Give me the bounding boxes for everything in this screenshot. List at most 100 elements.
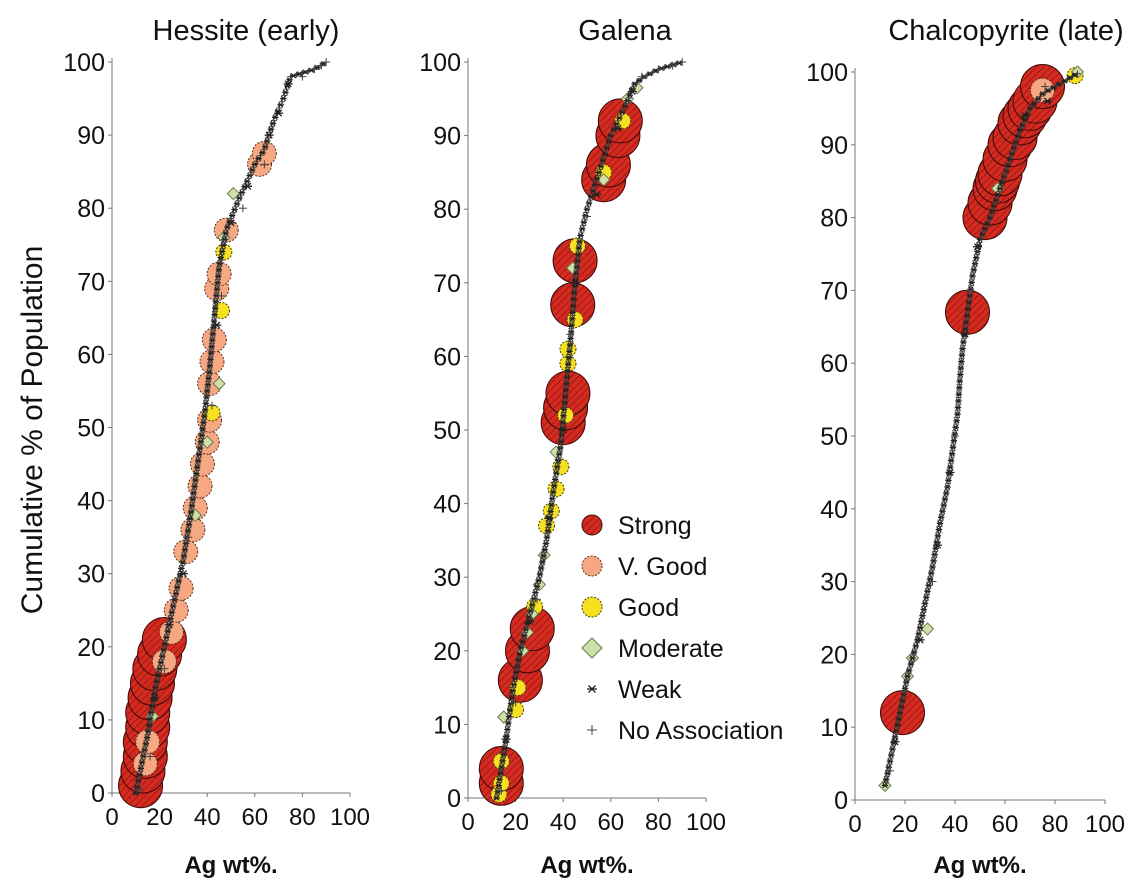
curve-marker [171,597,178,603]
curve-marker [949,444,957,450]
curve-marker [547,508,554,515]
curve-marker [891,734,899,740]
curve-marker [576,239,583,245]
curve-marker [137,765,145,772]
data-point-weak [525,617,535,625]
data-point-no-association [160,664,169,673]
curve-marker [178,565,185,572]
curve-marker [580,219,588,225]
curve-marker [213,286,221,292]
y-tick-label: 80 [820,205,848,233]
data-point-weak [243,182,253,190]
y-tick-label: 20 [433,638,461,666]
x-tick-label: 20 [892,811,919,838]
data-point-v-good [132,751,158,777]
curve-marker [558,435,565,442]
y-tick-label: 20 [820,641,848,669]
y-tick-label: 60 [77,341,105,369]
data-point-no-association [310,65,319,74]
y-tick-label: 90 [77,122,105,150]
curve-marker [952,424,959,431]
curve-marker [896,709,904,716]
curve-marker [214,279,221,286]
curve-marker [909,655,916,661]
curve-marker [565,355,573,361]
curve-marker [562,387,570,393]
curve-marker [567,338,574,345]
curve-marker [957,374,963,381]
data-point-weak [178,570,188,578]
curve-marker [664,63,671,70]
curve-marker [567,335,574,342]
curve-marker [532,589,539,596]
curve-marker [960,339,967,345]
chart-title: Galena [578,15,672,47]
data-point-no-association [533,595,542,604]
curve-marker [204,388,211,394]
data-point-no-association [951,432,959,440]
curve-marker [885,764,892,770]
y-tick-label: 60 [820,350,848,378]
x-tick-label: 40 [550,809,577,836]
curve-marker [277,102,284,108]
y-tick-label: 70 [77,268,105,296]
data-point-no-association [260,160,269,169]
curve-marker [157,659,165,666]
curve-marker [566,345,573,352]
legend-marker-good [581,596,603,618]
curve-marker [971,261,979,267]
curve-marker [187,509,195,515]
curve-marker [577,232,584,239]
curve-marker [217,254,225,261]
curve-marker [568,316,576,322]
data-point-weak [283,80,293,88]
curve-marker [958,352,966,358]
x-tick-label: 0 [848,811,861,838]
data-point-no-association [207,401,216,410]
curve-marker [566,351,573,358]
curve-marker [198,432,205,438]
curve-marker [135,777,142,784]
curve-marker [954,404,962,411]
chart-title: Chalcopyrite (late) [888,15,1123,47]
data-point-weak [544,514,554,522]
y-tick-label: 0 [834,787,848,815]
data-point-weak [274,109,284,117]
curve-marker [566,348,573,355]
curve-marker [568,319,575,326]
curve-marker [533,583,541,590]
x-tick-label: 40 [194,804,221,831]
y-tick-label: 50 [433,417,461,445]
x-tick-label: 100 [1085,811,1125,838]
curve-marker [201,407,209,413]
curve-marker [142,741,150,747]
curve-marker [956,387,963,394]
data-point-weak [973,243,982,251]
curve-marker [512,669,520,675]
curve-marker [941,496,949,502]
curve-marker [563,374,571,380]
curve-marker [296,71,303,77]
curve-marker [133,784,141,790]
curve-marker [572,270,580,277]
curve-marker [954,407,961,414]
curve-marker [263,138,271,144]
curve-marker [536,571,544,577]
curve-marker [189,496,196,502]
curve-marker [280,95,287,102]
curve-marker [893,728,900,734]
curve-marker [910,649,918,655]
curve-marker [940,502,947,508]
curve-marker [958,358,965,365]
curve-marker [966,292,973,299]
data-point-no-association [678,58,687,66]
chart-panel-galena: Galena Ag wt%. 0 10 20 30 40 50 60 70 80 90 100 0 20… [419,15,726,879]
curve-marker [203,394,210,400]
data-point-no-association [146,752,155,761]
data-point-no-association [298,72,307,81]
y-tick-label: 50 [820,423,848,451]
curve-marker [968,279,975,286]
data-point-moderate [212,376,226,391]
curve-marker [506,713,513,720]
legend-label: Moderate [618,635,724,663]
